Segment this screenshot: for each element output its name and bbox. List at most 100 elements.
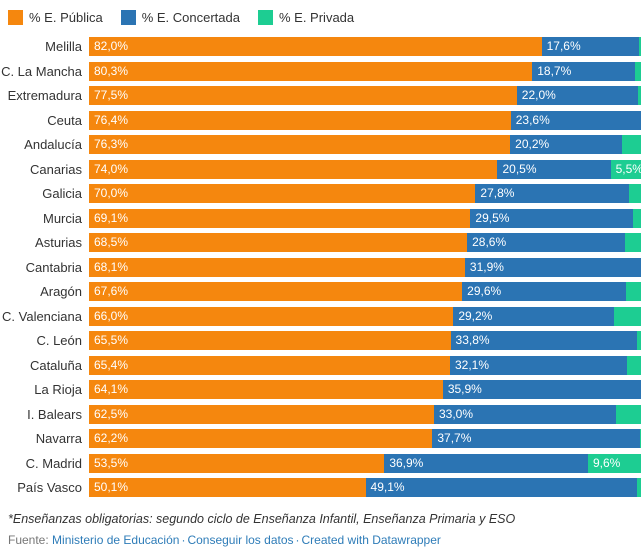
- segment-publica: 62,2%: [89, 429, 433, 448]
- segment-publica: 64,1%: [89, 380, 443, 399]
- stacked-bar: 76,3% 20,2%: [89, 135, 641, 154]
- segment-privada: 5,5%: [610, 159, 643, 179]
- segment-privada: [616, 404, 641, 424]
- chart-row: C. Madrid 53,5% 36,9% 9,6%: [0, 453, 641, 473]
- segment-value-label: 17,6%: [546, 39, 581, 53]
- segment-value-label: 77,5%: [94, 88, 129, 102]
- stacked-bar: 62,2% 37,7%: [89, 429, 641, 448]
- segment-privada: [624, 233, 641, 252]
- segment-publica: 68,5%: [89, 233, 468, 252]
- segment-value-label: 74,0%: [94, 161, 129, 176]
- legend-item: % E. Pública: [8, 9, 103, 25]
- chart-row: Canarias 74,0% 20,5% 5,5%: [0, 159, 643, 179]
- source-prefix: Fuente:: [8, 532, 53, 547]
- segment-value-label: 62,5%: [94, 406, 129, 421]
- segment-privada: [625, 282, 641, 301]
- segment-privada: [638, 86, 641, 105]
- segment-concertada: 29,5%: [470, 208, 634, 228]
- segment-privada: [633, 208, 641, 228]
- chart-row: Navarra 62,2% 37,7%: [0, 429, 641, 448]
- segment-publica: 62,5%: [89, 404, 434, 424]
- segment-publica: 66,0%: [89, 306, 454, 326]
- segment-value-label: 32,1%: [455, 357, 490, 372]
- row-label: C. Madrid: [25, 455, 82, 471]
- stacked-bar: 65,5% 33,8%: [89, 331, 641, 350]
- legend-swatch-icon: [8, 9, 23, 25]
- legend: % E. Pública % E. Concertada % E. Privad…: [0, 0, 644, 26]
- legend-item-label: % E. Pública: [29, 9, 103, 25]
- stacked-bar: 62,5% 33,0%: [89, 404, 641, 424]
- segment-publica: 76,4%: [89, 110, 511, 130]
- get-data-link[interactable]: Conseguir los datos: [187, 532, 294, 547]
- row-label: Canarias: [29, 161, 82, 177]
- segment-value-label: 70,0%: [94, 186, 129, 200]
- datawrapper-link[interactable]: Created with Datawrapper: [301, 532, 441, 547]
- segment-value-label: 49,1%: [370, 480, 405, 494]
- chart-row: Asturias 68,5% 28,6%: [0, 233, 641, 252]
- legend-item-label: % E. Privada: [278, 9, 355, 25]
- chart-row: País Vasco 50,1% 49,1%: [0, 478, 641, 497]
- stacked-bar: 50,1% 49,1%: [89, 478, 641, 497]
- segment-concertada: 27,8%: [475, 184, 629, 203]
- segment-privada: [636, 478, 641, 497]
- stacked-bar: 64,1% 35,9%: [89, 380, 641, 399]
- stacked-bar: 70,0% 27,8%: [89, 184, 641, 203]
- chart-row: Ceuta 76,4% 23,6%: [0, 110, 641, 130]
- segment-publica: 77,5%: [89, 86, 517, 105]
- chart-row: Galicia 70,0% 27,8%: [0, 184, 641, 203]
- segment-value-label: 29,5%: [475, 210, 510, 225]
- segment-concertada: 35,9%: [442, 380, 641, 399]
- segment-privada: [614, 306, 641, 326]
- stacked-bar: 65,4% 32,1%: [89, 355, 641, 375]
- row-label: C. La Mancha: [1, 63, 82, 79]
- chart-row: Andalucía 76,3% 20,2%: [0, 135, 641, 154]
- segment-value-label: 33,8%: [455, 333, 490, 347]
- chart-row: Extremadura 77,5% 22,0%: [0, 86, 641, 105]
- segment-value-label: 50,1%: [94, 480, 129, 494]
- stacked-bar: 82,0% 17,6%: [89, 37, 641, 56]
- segment-publica: 82,0%: [89, 37, 542, 56]
- chart-row: C. La Mancha 80,3% 18,7%: [0, 61, 641, 81]
- stacked-bar: 76,4% 23,6%: [89, 110, 641, 130]
- legend-swatch-icon: [120, 9, 136, 25]
- row-label: C. Valenciana: [2, 308, 82, 324]
- segment-value-label: 29,6%: [467, 284, 502, 298]
- chart-row: Cataluña 65,4% 32,1%: [0, 355, 641, 375]
- row-label: Cataluña: [29, 357, 82, 373]
- segment-value-label: 66,0%: [94, 308, 129, 323]
- segment-publica: 70,0%: [89, 184, 476, 203]
- segment-publica: 65,5%: [89, 331, 451, 350]
- stacked-bar: 67,6% 29,6%: [89, 282, 641, 301]
- segment-concertada: 29,6%: [462, 282, 626, 301]
- segment-value-label: 65,4%: [94, 357, 129, 372]
- segment-value-label: 22,0%: [521, 88, 556, 102]
- row-label: Aragón: [40, 284, 82, 299]
- row-label: I. Balears: [27, 406, 82, 422]
- segment-value-label: 76,3%: [94, 137, 129, 151]
- stacked-bar: 68,5% 28,6%: [89, 233, 641, 252]
- segment-value-label: 82,0%: [94, 39, 129, 53]
- segment-privada: [638, 37, 641, 56]
- stacked-bar: 80,3% 18,7%: [89, 61, 641, 81]
- source-link[interactable]: Ministerio de Educación: [52, 532, 180, 547]
- segment-publica: 80,3%: [89, 61, 533, 81]
- segment-value-label: 76,4%: [94, 112, 129, 127]
- segment-value-label: 67,6%: [94, 284, 129, 298]
- segment-concertada: 17,6%: [541, 37, 639, 56]
- row-label: Asturias: [35, 235, 82, 250]
- segment-value-label: 37,7%: [437, 431, 472, 445]
- segment-publica: 68,1%: [89, 257, 465, 277]
- row-label: País Vasco: [17, 480, 82, 495]
- separator-dot: ·: [295, 532, 300, 547]
- segment-value-label: 33,0%: [439, 406, 474, 421]
- row-label: Ceuta: [47, 112, 82, 128]
- segment-privada: [627, 355, 641, 375]
- stacked-bar: 74,0% 20,5% 5,5%: [89, 159, 643, 179]
- segment-concertada: 37,7%: [432, 429, 641, 448]
- chart-row: C. Valenciana 66,0% 29,2%: [0, 306, 641, 326]
- segment-privada: [637, 331, 641, 350]
- segment-value-label: 36,9%: [389, 455, 424, 470]
- segment-value-label: 65,5%: [94, 333, 129, 347]
- segment-publica: 50,1%: [89, 478, 366, 497]
